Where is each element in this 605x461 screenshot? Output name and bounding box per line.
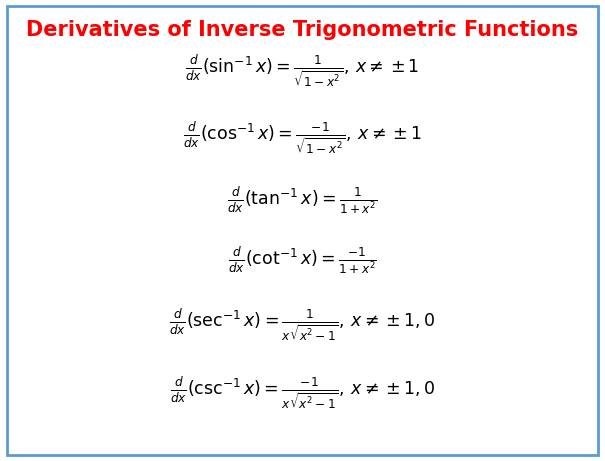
FancyBboxPatch shape [7, 6, 598, 455]
Text: $\frac{d}{dx}\left(\csc^{-1}x\right) = \frac{-1}{x\sqrt{x^2-1}},\,x \neq \pm 1,0: $\frac{d}{dx}\left(\csc^{-1}x\right) = \… [170, 375, 435, 411]
Text: $\frac{d}{dx}\left(\sec^{-1}x\right) = \frac{1}{x\sqrt{x^2-1}},\,x \neq \pm 1,0$: $\frac{d}{dx}\left(\sec^{-1}x\right) = \… [169, 307, 436, 343]
Text: $\frac{d}{dx}\left(\cot^{-1}x\right) = \frac{-1}{1+x^2}$: $\frac{d}{dx}\left(\cot^{-1}x\right) = \… [228, 245, 377, 276]
Text: Derivatives of Inverse Trigonometric Functions: Derivatives of Inverse Trigonometric Fun… [27, 20, 578, 40]
Text: $\frac{d}{dx}\left(\cos^{-1}x\right) = \frac{-1}{\sqrt{1-x^2}},\,x \neq \pm 1$: $\frac{d}{dx}\left(\cos^{-1}x\right) = \… [183, 120, 422, 156]
Text: $\frac{d}{dx}\left(\sin^{-1}x\right) = \frac{1}{\sqrt{1-x^2}},\,x \neq \pm 1$: $\frac{d}{dx}\left(\sin^{-1}x\right) = \… [185, 53, 420, 89]
Text: $\frac{d}{dx}\left(\tan^{-1}x\right) = \frac{1}{1+x^2}$: $\frac{d}{dx}\left(\tan^{-1}x\right) = \… [227, 185, 378, 216]
